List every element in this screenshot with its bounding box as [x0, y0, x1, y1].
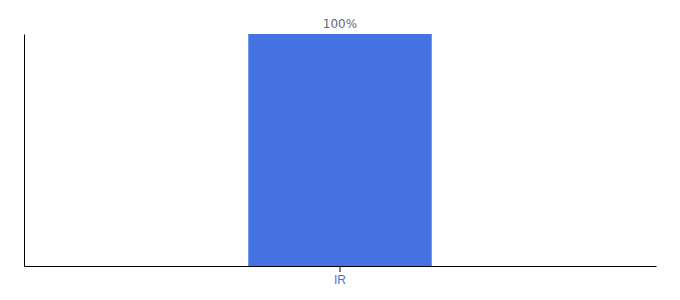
x-tick-label: IR	[334, 273, 346, 287]
bar	[248, 34, 431, 266]
plot: IR 100%	[25, 17, 657, 287]
y-axis-line	[24, 35, 25, 267]
x-axis: IR	[25, 266, 657, 287]
data-label: 100%	[323, 17, 357, 31]
x-tick: IR	[334, 266, 346, 287]
data-labels: 100%	[323, 17, 357, 31]
bars	[248, 34, 431, 266]
x-tick-mark	[340, 266, 341, 272]
chart: IR 100%	[0, 0, 680, 300]
y-axis	[24, 35, 25, 267]
